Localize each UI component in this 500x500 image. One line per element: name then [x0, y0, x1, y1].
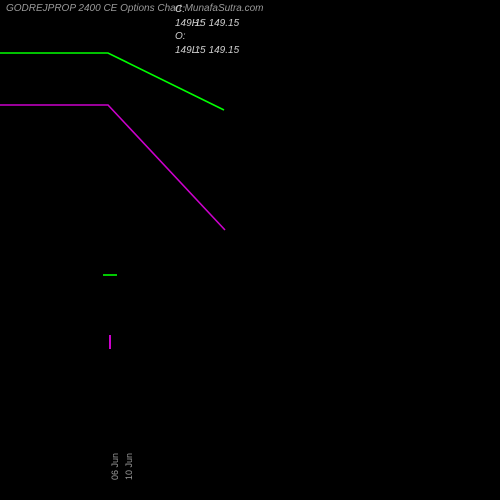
- ohlc-label-l: L:: [192, 44, 206, 58]
- ohlc-label-c: C:: [175, 3, 189, 17]
- ohlc-readout: C: 149.15 H: 149.15 O: 149.15 L: 149.15: [175, 3, 264, 57]
- ohlc-value-h: 149.15: [209, 18, 240, 29]
- x-axis-label: 06 Jun: [110, 453, 120, 480]
- x-axis-label: 10 Jun: [124, 453, 134, 480]
- options-chart: GODREJPROP 2400 CE Options Chart MunafaS…: [0, 0, 500, 500]
- chart-svg: [0, 0, 500, 500]
- chart-background: [0, 0, 500, 500]
- ohlc-label-h: H:: [192, 17, 206, 31]
- ohlc-label-o: O:: [175, 30, 189, 44]
- ohlc-value-l: 149.15: [209, 45, 240, 56]
